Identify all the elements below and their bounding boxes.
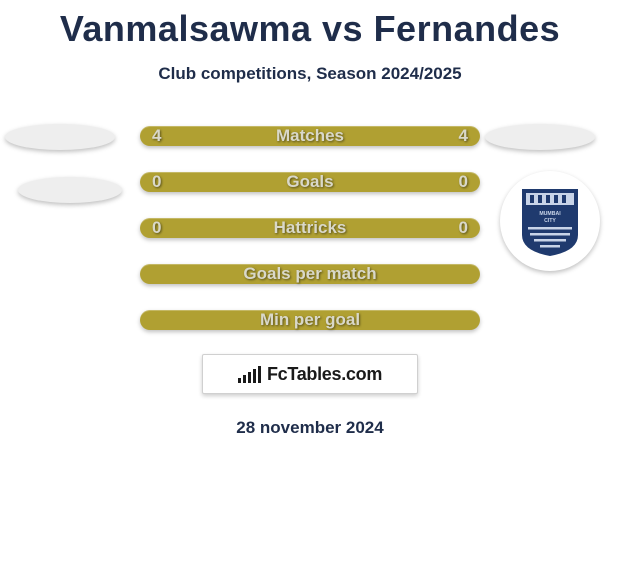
fctables-brand-text: FcTables.com bbox=[267, 364, 382, 385]
stat-label: Goals bbox=[140, 172, 480, 192]
page-title: Vanmalsawma vs Fernandes bbox=[0, 0, 620, 50]
club-badge-right: MUMBAI CITY bbox=[500, 171, 600, 271]
player-right-ellipse bbox=[485, 124, 595, 150]
stat-label: Min per goal bbox=[140, 310, 480, 330]
stat-right-value: 0 bbox=[459, 218, 468, 238]
svg-text:MUMBAI: MUMBAI bbox=[539, 211, 561, 217]
stat-label: Hattricks bbox=[140, 218, 480, 238]
subtitle: Club competitions, Season 2024/2025 bbox=[0, 64, 620, 84]
stat-right-value: 0 bbox=[459, 172, 468, 192]
stat-row-matches: 4 Matches 4 bbox=[140, 126, 480, 146]
mumbai-city-crest-icon: MUMBAI CITY bbox=[520, 185, 580, 257]
stat-row-min-per-goal: Min per goal bbox=[140, 310, 480, 330]
fctables-brand[interactable]: FcTables.com bbox=[202, 354, 418, 394]
stat-row-goals-per-match: Goals per match bbox=[140, 264, 480, 284]
stat-label: Matches bbox=[140, 126, 480, 146]
stat-row-hattricks: 0 Hattricks 0 bbox=[140, 218, 480, 238]
generated-date: 28 november 2024 bbox=[0, 418, 620, 438]
fctables-bars-icon bbox=[238, 365, 261, 383]
player-left-ellipse-1 bbox=[5, 124, 115, 150]
svg-text:CITY: CITY bbox=[544, 218, 556, 224]
stat-row-goals: 0 Goals 0 bbox=[140, 172, 480, 192]
stat-label: Goals per match bbox=[140, 264, 480, 284]
player-left-ellipse-2 bbox=[18, 177, 122, 203]
stat-right-value: 4 bbox=[459, 126, 468, 146]
